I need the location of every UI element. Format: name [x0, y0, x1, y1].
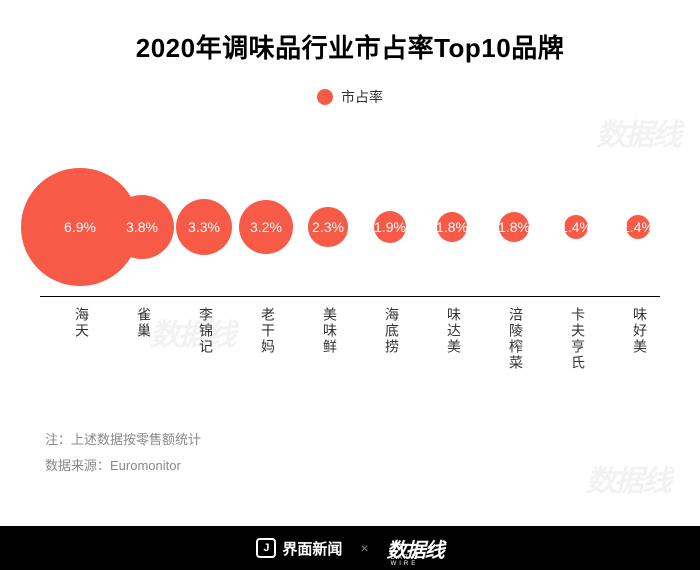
bubble-9: 1.4% [626, 215, 650, 239]
x-label-8: 卡夫亨氏 [568, 307, 588, 371]
legend-label: 市占率 [341, 87, 383, 107]
footer-bar: J 界面新闻 × 数据线 DATA WIRE [0, 526, 700, 570]
x-axis-labels: 海天 雀巢 李锦记 老干妈 美味鲜 海底捞 味达美 涪陵榨菜 卡夫亨氏 味好美 [40, 307, 660, 387]
x-label-3: 老干妈 [258, 307, 278, 355]
bubble-6: 1.8% [437, 212, 468, 243]
bubble-7: 1.8% [499, 212, 530, 243]
footer-brand-datawire: 数据线 DATA WIRE [387, 534, 444, 563]
footer-separator: × [360, 540, 368, 556]
note-source: 数据来源：Euromonitor [45, 453, 660, 479]
bubble-5: 1.9% [374, 211, 406, 243]
x-axis-line [40, 296, 660, 297]
footer-brand-jiemian: J 界面新闻 [256, 538, 342, 559]
x-label-5: 海底捞 [382, 307, 402, 355]
bubble-row: 6.9%3.8%3.3%3.2%2.3%1.9%1.8%1.8%1.4%1.4% [40, 137, 660, 287]
bubble-1: 3.8% [110, 195, 175, 260]
chart-title: 2020年调味品行业市占率Top10品牌 [40, 28, 660, 65]
x-label-6: 味达美 [444, 307, 464, 355]
x-label-9: 味好美 [630, 307, 650, 355]
legend-dot-icon [317, 89, 333, 105]
bubble-4: 2.3% [308, 207, 347, 246]
bubble-3: 3.2% [239, 200, 293, 254]
x-label-1: 雀巢 [134, 307, 154, 339]
x-label-0: 海天 [72, 307, 92, 339]
chart-notes: 注：上述数据按零售额统计 数据来源：Euromonitor [45, 427, 660, 479]
jiemian-logo-icon: J [256, 538, 276, 558]
chart-container: 数据线 数据线 数据线 2020年调味品行业市占率Top10品牌 市占率 6.9… [0, 0, 700, 570]
bubble-chart: 6.9%3.8%3.3%3.2%2.3%1.9%1.8%1.8%1.4%1.4%… [40, 137, 660, 357]
note-methodology: 注：上述数据按零售额统计 [45, 427, 660, 453]
footer-brand2-subtext: DATA WIRE [391, 555, 444, 567]
footer-brand1-text: 界面新闻 [282, 538, 342, 559]
x-label-4: 美味鲜 [320, 307, 340, 355]
bubble-8: 1.4% [564, 215, 588, 239]
x-label-2: 李锦记 [196, 307, 216, 355]
bubble-2: 3.3% [176, 199, 232, 255]
legend: 市占率 [40, 87, 660, 107]
x-label-7: 涪陵榨菜 [506, 307, 526, 371]
